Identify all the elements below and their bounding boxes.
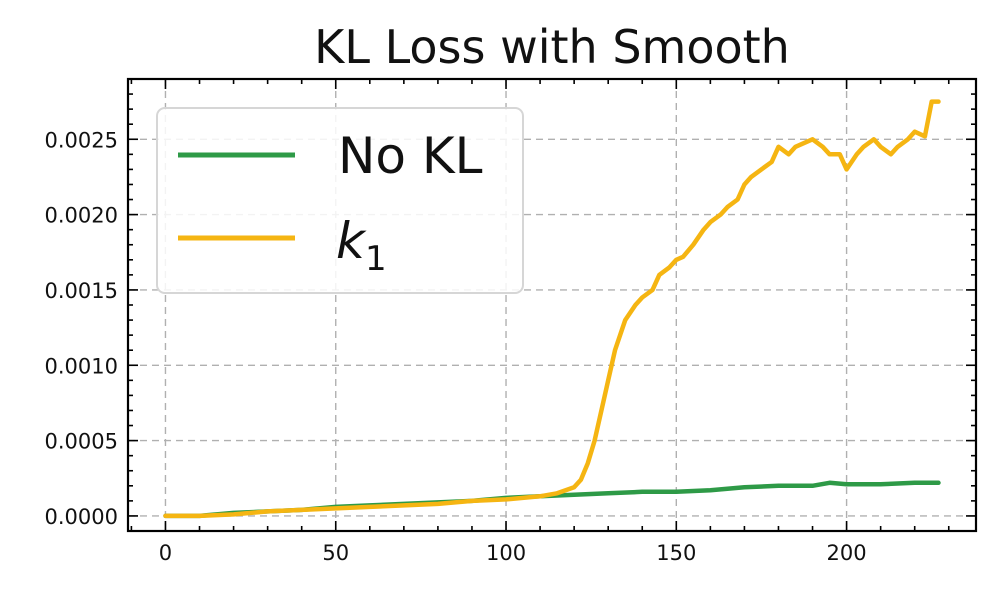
- chart-title: KL Loss with Smooth: [314, 20, 790, 74]
- legend: No KL k1: [156, 107, 524, 294]
- axis-ticks: 0 50 100 150 200 0.0000 0.0005 0.0010 0.0015 0.00…: [45, 79, 976, 565]
- legend-label-main: k: [336, 212, 367, 270]
- legend-label: No KL: [338, 127, 483, 185]
- x-tick-label: 100: [486, 541, 526, 565]
- series-lines: [163, 99, 941, 519]
- x-tick-label: 50: [322, 541, 349, 565]
- y-tick-label: 0.0005: [45, 430, 118, 454]
- y-tick-label: 0.0000: [45, 505, 118, 529]
- x-tick-label: 150: [656, 541, 696, 565]
- y-tick-label: 0.0020: [45, 204, 118, 228]
- y-tick-label: 0.0015: [45, 279, 118, 303]
- y-tick-label: 0.0010: [45, 354, 118, 378]
- series-line-k1: [163, 99, 941, 519]
- grid-lines: [128, 79, 976, 531]
- x-tick-label: 0: [159, 541, 172, 565]
- x-tick-label: 200: [827, 541, 867, 565]
- legend-label-subscript: 1: [365, 239, 387, 279]
- y-tick-label: 0.0025: [45, 128, 118, 152]
- legend-label: k1: [336, 212, 387, 279]
